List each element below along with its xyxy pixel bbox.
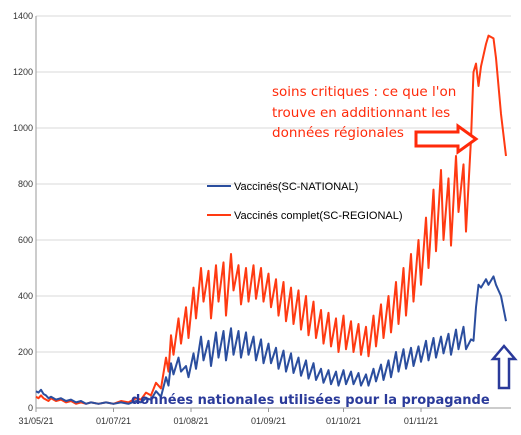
y-axis-ticks: 0 200 400 600 800 1000 1200 1400: [13, 11, 33, 413]
x-tick-label: 01/09/21: [251, 416, 286, 426]
red-annotation-line-3: données régionales: [272, 125, 404, 141]
red-annotation-line-2: trouve en additionnant les: [272, 105, 450, 121]
red-arrow-icon: [414, 123, 479, 155]
y-tick-label: 0: [28, 403, 33, 413]
y-tick-label: 1400: [13, 11, 33, 21]
x-tick-label: 01/07/21: [96, 416, 131, 426]
y-tick-label: 800: [18, 179, 33, 189]
blue-arrow-icon: [490, 344, 518, 390]
red-annotation: soins critiques : ce que l'on trouve en …: [272, 84, 479, 155]
red-annotation-line-1: soins critiques : ce que l'on: [272, 84, 456, 100]
x-tick-label: 01/08/21: [173, 416, 208, 426]
legend-label-national: Vaccinés(SC-NATIONAL): [234, 181, 358, 193]
y-tick-label: 400: [18, 291, 33, 301]
blue-annotation: données nationales utilisées pour la pro…: [131, 344, 518, 408]
x-tick-label: 01/11/21: [404, 416, 438, 426]
legend-label-regional: Vaccinés complet(SC-REGIONAL): [234, 210, 403, 222]
y-tick-label: 600: [18, 235, 33, 245]
y-tick-label: 1200: [13, 67, 33, 77]
series-line-regional: [35, 34, 507, 405]
y-tick-label: 1000: [13, 123, 33, 133]
series-line-national: [35, 275, 507, 405]
series-layer: [35, 34, 507, 405]
x-tick-label: 01/10/21: [326, 416, 361, 426]
y-tick-label: 200: [18, 347, 33, 357]
x-tick-label: 31/05/21: [18, 416, 53, 426]
x-axis-ticks: 31/05/21 01/07/21 01/08/21 01/09/21 01/10/21…: [18, 408, 438, 426]
legend: Vaccinés(SC-NATIONAL) Vaccinés complet(S…: [207, 181, 403, 222]
blue-annotation-text: données nationales utilisées pour la pro…: [131, 393, 490, 408]
